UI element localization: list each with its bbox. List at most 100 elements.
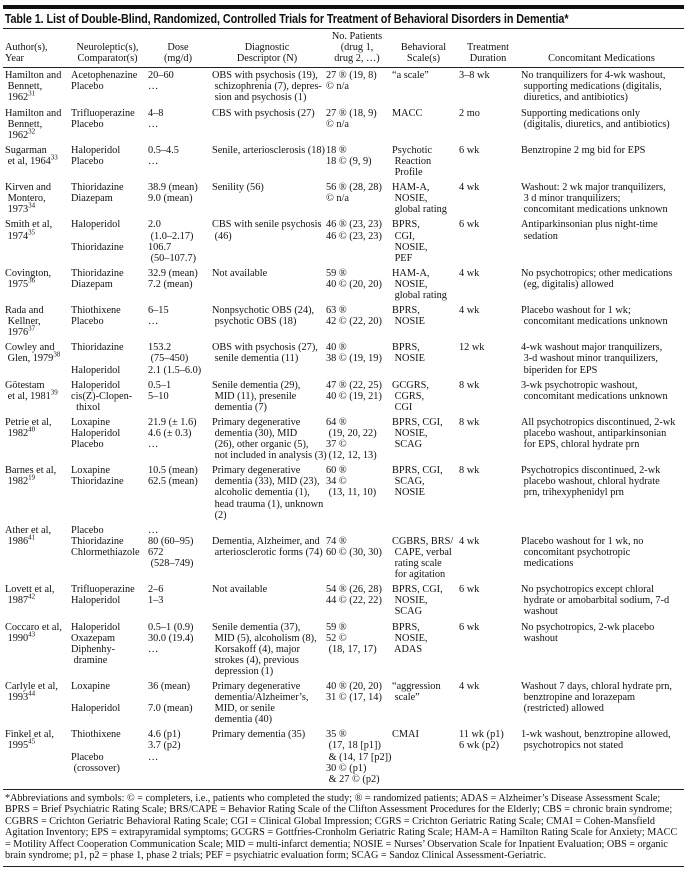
- table-row: Kirven and Montero, 197334 Thioridazine D…: [3, 180, 684, 217]
- author-text: Hamilton and Bennett, 1962: [5, 107, 62, 141]
- table-row: Petrie et al, 198240 Loxapine Haloperidol…: [3, 415, 684, 463]
- col-medications: Concomitant Medications: [519, 29, 684, 69]
- table-row: Götestam et al, 198139 Haloperidol cis(Z)…: [3, 378, 684, 415]
- duration-cell: 8 wk: [459, 465, 480, 477]
- drugs-cell: Haloperidol Oxazepam Diphenhy- dramine: [71, 621, 121, 666]
- drugs-cell: Thioridazine Diazepam: [71, 267, 124, 290]
- table-row: Hamilton and Bennett, 196232 Trifluoperaz…: [3, 106, 684, 143]
- reference-number: 34: [28, 201, 36, 210]
- duration-cell: 8 wk: [459, 416, 480, 428]
- duration-cell: 8 wk: [459, 379, 480, 391]
- drugs-cell: Trifluoperazine Placebo: [71, 107, 135, 130]
- diagnosis-cell: Senile dementia (37), MID (5), alcoholis…: [212, 621, 317, 677]
- medications-cell: No psychotropics; other medications (eg,…: [521, 267, 673, 290]
- duration-cell: 6 wk: [459, 584, 480, 596]
- patients-cell: 35 ® (17, 18 [p1]) & (14, 17 [p2]) 30 © …: [326, 729, 392, 785]
- medications-cell: 4-wk washout major tranquilizers, 3-d wa…: [521, 342, 663, 376]
- scale-cell: CMAI: [392, 729, 419, 741]
- author-text: Carlyle et al, 1993: [5, 680, 58, 704]
- author-text: Petrie et al, 1982: [5, 416, 52, 439]
- author-cell: Hamilton and Bennett, 196232: [3, 106, 69, 143]
- author-text: Coccaro et al, 1990: [5, 621, 62, 644]
- patients-cell: 63 ® 42 © (22, 20): [326, 305, 382, 328]
- drugs-cell: Thiothixene Placebo: [71, 305, 121, 328]
- diagnosis-cell: Senility (56): [212, 182, 264, 194]
- reference-number: 33: [50, 153, 58, 162]
- patients-cell: 59 ® 52 © (18, 17, 17): [326, 621, 377, 655]
- table-row: Coccaro et al, 199043 Haloperidol Oxazepa…: [3, 620, 684, 679]
- author-cell: Coccaro et al, 199043: [3, 620, 69, 679]
- diagnosis-cell: Primary degenerative dementia (33), MID …: [212, 465, 324, 521]
- author-text: Götestam et al, 1981: [5, 379, 51, 402]
- reference-number: 45: [28, 738, 36, 747]
- dose-cell: 4.6 (p1) 3.7 (p2) …: [148, 729, 181, 763]
- col-patients: No. Patients (drug 1, drug 2, …): [324, 29, 390, 69]
- table-row: Ather et al, 198641 Placebo Thioridazine …: [3, 523, 684, 582]
- patients-cell: 60 ® 34 © (13, 11, 10): [326, 465, 377, 499]
- dose-cell: 0.5–4.5 …: [148, 144, 179, 167]
- medications-cell: 3-wk psychotropic washout, concomitant m…: [521, 379, 668, 402]
- drugs-cell: Loxapine Thioridazine: [71, 465, 124, 488]
- medications-cell: All psychotropics discontinued, 2-wk pla…: [521, 416, 676, 451]
- author-cell: Cowley and Glen, 197938: [3, 340, 69, 377]
- scale-cell: “a scale”: [392, 70, 429, 82]
- table-row: Sugarman et al, 196433 Haloperidol Placeb…: [3, 143, 684, 180]
- drugs-cell: Haloperidol Thioridazine: [71, 219, 124, 253]
- author-cell: Smith et al, 197435: [3, 217, 69, 265]
- reference-number: 44: [28, 689, 36, 698]
- scale-cell: BPRS, CGI, NOSIE, PEF: [392, 219, 428, 264]
- col-author: Author(s), Year: [3, 29, 69, 69]
- patients-cell: 27 ® (18, 9) © n/a: [326, 107, 377, 130]
- patients-cell: 74 ® 60 © (30, 30): [326, 535, 382, 558]
- dose-cell: 0.5–1 5–10: [148, 379, 172, 402]
- medications-cell: Supporting medications only (digitalis, …: [521, 107, 670, 130]
- table-title: Table 1. List of Double-Blind, Randomize…: [4, 12, 569, 26]
- author-text: Hamilton and Bennett, 1962: [5, 70, 62, 104]
- author-text: Lovett et al, 1987: [5, 584, 55, 607]
- dose-cell: 20–60 …: [148, 70, 174, 93]
- table-body: Hamilton and Bennett, 196231 Acetophenazi…: [3, 68, 684, 787]
- duration-cell: 6 wk: [459, 621, 480, 633]
- author-text: Kirven and Montero, 1973: [5, 182, 52, 216]
- author-text: Smith et al, 1974: [5, 219, 53, 242]
- dose-cell: 21.9 (± 1.6) 4.6 (± 0.3) …: [148, 416, 197, 451]
- diagnosis-cell: Senile, arteriosclerosis (18): [212, 144, 325, 156]
- reference-number: 31: [28, 90, 36, 99]
- author-cell: Petrie et al, 198240: [3, 415, 69, 463]
- duration-cell: 4 wk: [459, 267, 480, 279]
- drugs-cell: Loxapine Haloperidol Placebo: [71, 416, 121, 451]
- drugs-cell: Placebo Thioridazine Chlormethiazole: [71, 524, 140, 558]
- patients-cell: 47 ® (22, 25) 40 © (19, 21): [326, 379, 382, 402]
- medications-cell: No tranquilizers for 4-wk washout, suppo…: [521, 70, 666, 104]
- author-cell: Carlyle et al, 199344: [3, 679, 69, 727]
- scale-cell: “aggression scale”: [392, 680, 441, 704]
- table-row: Cowley and Glen, 197938 Thioridazine Halo…: [3, 340, 684, 377]
- dose-cell: 10.5 (mean) 62.5 (mean): [148, 465, 198, 488]
- dose-cell: … 80 (60–95) 672 (528–749): [148, 524, 194, 570]
- reference-number: 41: [28, 533, 36, 542]
- medications-cell: Antiparkinsonian plus night-time sedatio…: [521, 219, 658, 242]
- dose-cell: 6–15 …: [148, 305, 169, 328]
- diagnosis-cell: Nonpsychotic OBS (24), psychotic OBS (18…: [212, 305, 315, 328]
- author-text: Finkel et al, 1995: [5, 729, 54, 752]
- scale-cell: BPRS, CGI, NOSIE, SCAG: [392, 416, 443, 451]
- scale-cell: BPRS, CGI, NOSIE, SCAG: [392, 584, 443, 618]
- author-cell: Barnes et al, 198219: [3, 463, 69, 522]
- author-text: Cowley and Glen, 1979: [5, 342, 55, 365]
- reference-number: 32: [28, 127, 36, 136]
- duration-cell: 2 mo: [459, 107, 480, 119]
- author-text: Sugarman et al, 1964: [5, 144, 51, 167]
- diagnosis-cell: Dementia, Alzheimer, and arterioscleroti…: [212, 535, 323, 558]
- medications-cell: Placebo washout for 1 wk; concomitant me…: [521, 305, 668, 328]
- table-row: Covington, 197536 Thioridazine Diazepam 32…: [3, 266, 684, 303]
- drugs-cell: Thiothixene Placebo (crossover): [71, 729, 121, 774]
- reference-number: 37: [28, 324, 36, 333]
- medications-cell: Washout: 2 wk major tranquilizers, 3 d m…: [521, 182, 668, 216]
- diagnosis-cell: Senile dementia (29), MID (11), presenil…: [212, 379, 301, 413]
- table-row: Lovett et al, 198742 Trifluoperazine Halo…: [3, 582, 684, 619]
- drugs-cell: Haloperidol cis(Z)-Clopen- thixol: [71, 379, 133, 413]
- top-rule: [3, 5, 684, 9]
- col-dose: Dose (mg/d): [146, 29, 210, 69]
- trials-table: Author(s), Year Neuroleptic(s), Comparat…: [3, 29, 684, 787]
- col-drugs: Neuroleptic(s), Comparator(s): [69, 29, 146, 69]
